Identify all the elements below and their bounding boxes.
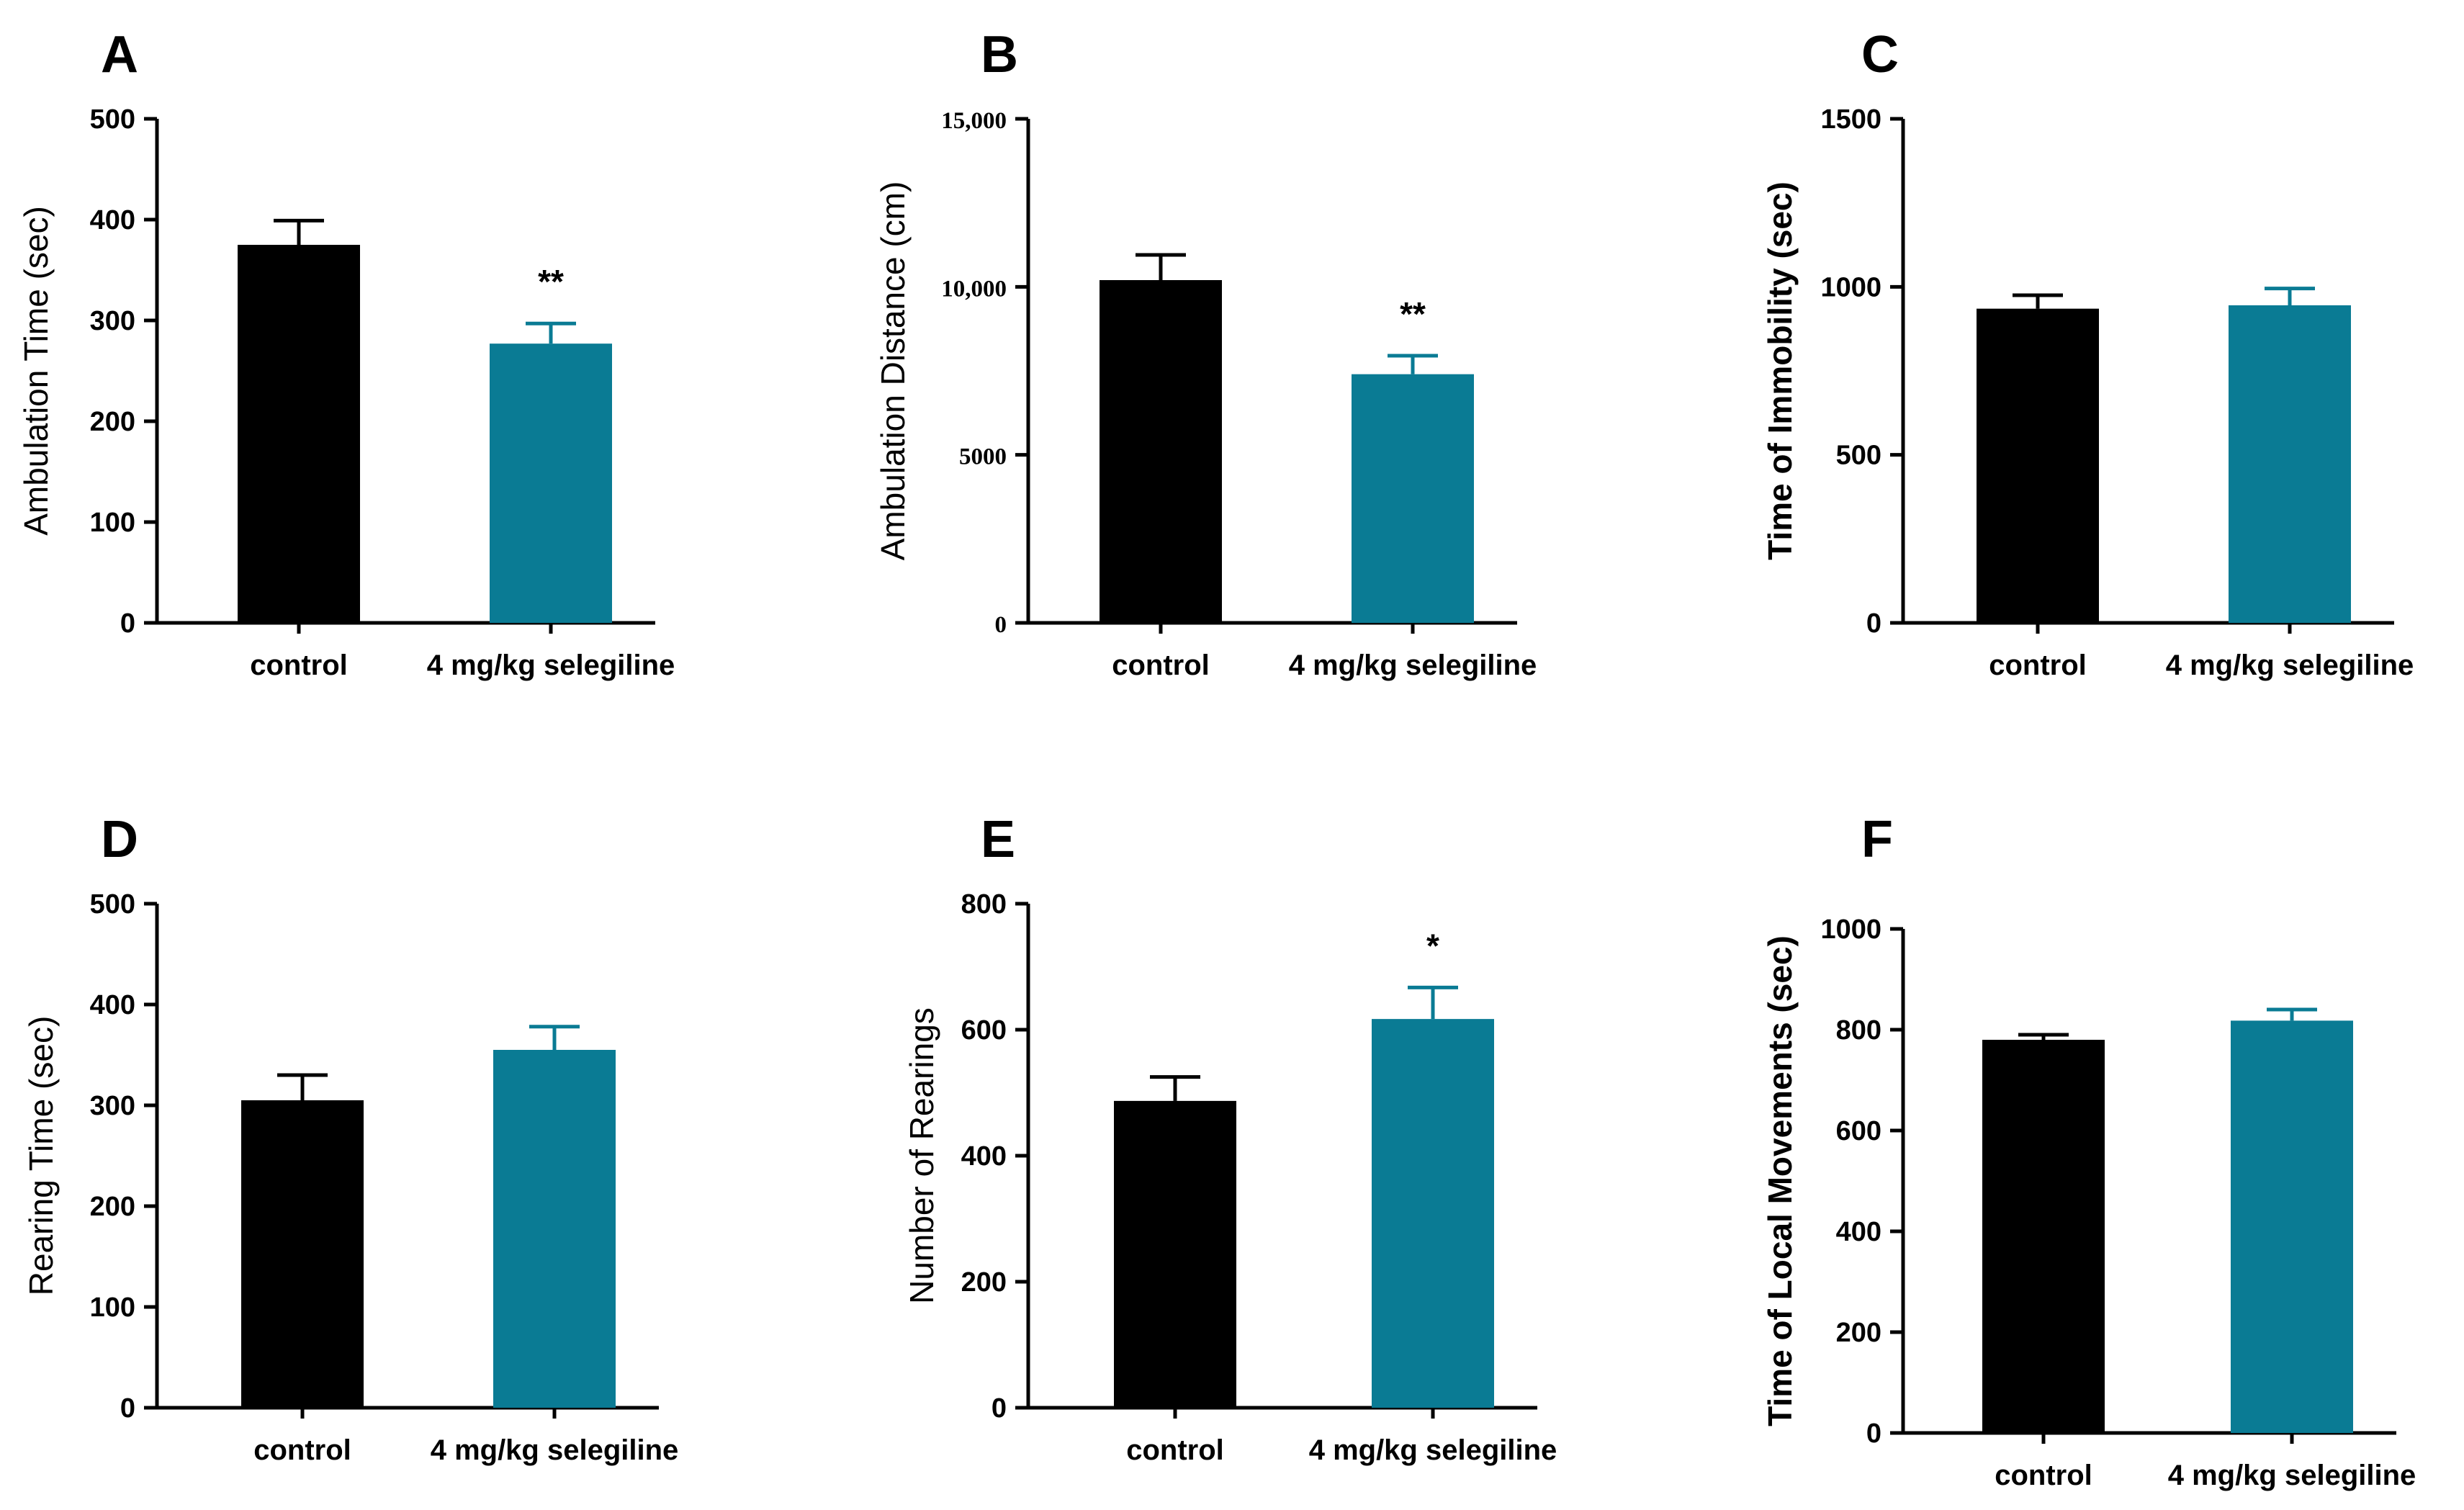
y-tick-label: 200 (1836, 1318, 1881, 1348)
y-tick-label: 200 (90, 1192, 135, 1222)
significance-label: * (1426, 927, 1439, 964)
y-axis-title: Number of Rearings (903, 1007, 940, 1304)
y-tick-label: 400 (90, 205, 135, 235)
bar-control (1100, 280, 1222, 623)
panel-c: C 0 500 1000 1500 Time of Immobility (sec) con… (1761, 26, 2414, 681)
category-label: 4 mg/kg selegiline (1289, 650, 1537, 681)
panel-f: F 0 200 400 600 800 1000 Time of Local Movement… (1761, 811, 2416, 1491)
y-tick-label: 800 (961, 889, 1007, 920)
panel-d-letter: D (101, 811, 138, 868)
category-label: 4 mg/kg selegiline (1309, 1434, 1557, 1466)
category-label: control (1112, 650, 1210, 681)
bar-selegiline (493, 1050, 616, 1408)
y-tick-label: 1000 (1820, 272, 1881, 302)
y-tick-label: 400 (961, 1141, 1007, 1172)
y-tick-label: 400 (1836, 1217, 1881, 1247)
category-label: control (1995, 1460, 2092, 1491)
bar-selegiline (490, 343, 612, 623)
y-tick-label: 400 (90, 990, 135, 1020)
y-tick-label: 200 (961, 1267, 1007, 1298)
y-tick-label: 300 (90, 306, 135, 336)
category-label: 4 mg/kg selegiline (431, 1434, 679, 1466)
y-tick-label: 15,000 (941, 108, 1007, 134)
panel-d: D 0 100 200 300 400 500 Rearing Time (sec) contr… (22, 811, 678, 1466)
y-tick-label: 0 (992, 1393, 1007, 1424)
panel-c-letter: C (1861, 26, 1899, 84)
y-tick-label: 0 (995, 612, 1007, 638)
panel-f-letter: F (1861, 811, 1893, 868)
category-label: control (250, 650, 348, 681)
category-label: control (1989, 650, 2087, 681)
y-tick-label: 1500 (1820, 104, 1881, 135)
y-axis-title: Ambulation Distance (cm) (874, 181, 912, 561)
y-axis-title: Time of Immobility (sec) (1761, 181, 1799, 560)
y-tick-label: 500 (1836, 441, 1881, 471)
y-tick-label: 100 (90, 1293, 135, 1323)
panel-a-letter: A (101, 26, 138, 84)
y-tick-label: 1000 (1820, 914, 1881, 945)
y-tick-label: 0 (1866, 1419, 1881, 1449)
bar-control (238, 245, 360, 623)
category-label: 4 mg/kg selegiline (427, 650, 675, 681)
category-label: 4 mg/kg selegiline (2166, 650, 2414, 681)
category-label: control (1126, 1434, 1224, 1466)
y-axis-title: Time of Local Movements (sec) (1761, 935, 1799, 1426)
y-tick-label: 500 (90, 889, 135, 920)
y-axis-title: Rearing Time (sec) (22, 1016, 60, 1296)
y-tick-label: 100 (90, 508, 135, 538)
category-label: control (253, 1434, 351, 1466)
y-tick-label: 300 (90, 1091, 135, 1121)
significance-label: ** (538, 263, 564, 300)
y-tick-label: 500 (90, 104, 135, 135)
bar-selegiline (1372, 1019, 1494, 1408)
y-tick-label: 0 (120, 1393, 135, 1424)
panel-b-letter: B (981, 26, 1018, 84)
bar-control (241, 1100, 364, 1408)
y-tick-label: 5000 (959, 444, 1007, 470)
panel-b: B 0 5000 10,000 15,000 Ambulation Distance (c… (874, 26, 1537, 681)
bar-control (1977, 308, 2099, 623)
y-tick-label: 600 (961, 1015, 1007, 1046)
panel-a: A 0 100 200 300 400 500 Ambulation Time (sec) co… (17, 26, 675, 681)
y-tick-label: 0 (1866, 608, 1881, 639)
y-tick-label: 0 (120, 608, 135, 639)
bar-control (1114, 1100, 1236, 1408)
y-tick-label: 200 (90, 407, 135, 437)
panel-e-letter: E (981, 811, 1015, 868)
bar-selegiline (2229, 305, 2351, 623)
y-tick-label: 10,000 (941, 276, 1007, 302)
y-axis-title: Ambulation Time (sec) (17, 206, 55, 536)
bar-selegiline (2231, 1020, 2353, 1433)
category-label: 4 mg/kg selegiline (2168, 1460, 2416, 1491)
bar-control (1982, 1040, 2105, 1433)
y-tick-label: 600 (1836, 1116, 1881, 1146)
y-tick-label: 800 (1836, 1015, 1881, 1046)
bar-selegiline (1352, 374, 1474, 623)
significance-label: ** (1400, 295, 1426, 333)
panel-e: E 0 200 400 600 800 Number of Rearings control 4… (903, 811, 1557, 1466)
